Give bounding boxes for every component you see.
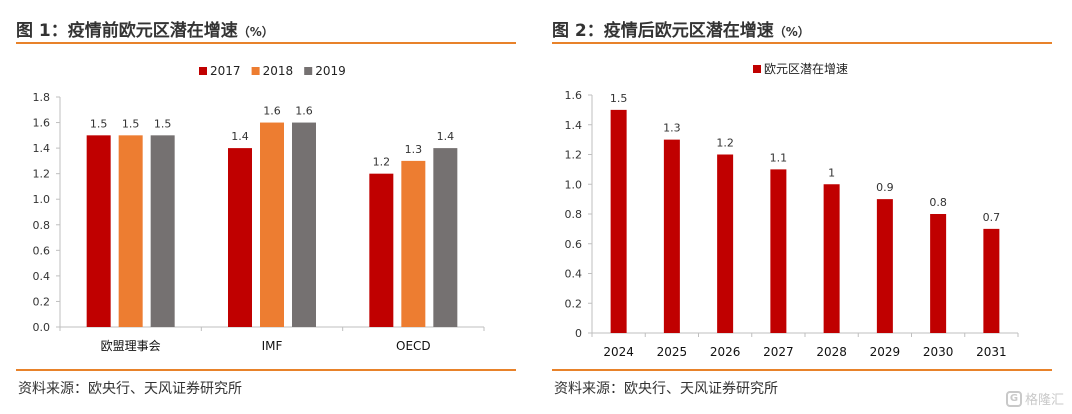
y-tick-label: 0.2 bbox=[33, 295, 51, 308]
y-tick-label: 0.2 bbox=[565, 297, 583, 310]
data-label: 0.8 bbox=[929, 196, 947, 209]
data-label: 1.6 bbox=[295, 105, 313, 118]
bar bbox=[823, 184, 840, 333]
bar bbox=[717, 154, 734, 333]
y-tick-label: 1.4 bbox=[565, 119, 583, 132]
data-label: 0.9 bbox=[876, 181, 894, 194]
y-tick-label: 0.8 bbox=[33, 219, 51, 232]
legend-label: 2019 bbox=[315, 64, 346, 78]
figure-1-bottom-rule bbox=[16, 369, 516, 371]
figure-2-panel: 图 2：疫情后欧元区潜在增速（%） 0 0.2 0.4 0.6 0.8 1.0 1.2 1.4… bbox=[536, 0, 1072, 414]
legend-swatch bbox=[753, 65, 761, 73]
y-tick-label: 1.6 bbox=[565, 89, 583, 102]
bar bbox=[369, 173, 394, 327]
figure-2-bar-chart: 0 0.2 0.4 0.6 0.8 1.0 1.2 1.4 1.6 1.5 2024 1.3 2025 1… bbox=[565, 62, 1019, 359]
bar bbox=[86, 135, 111, 327]
data-label: 1.2 bbox=[373, 156, 391, 169]
data-label: 1.5 bbox=[610, 92, 628, 105]
figure-1-panel: 图 1：疫情前欧元区潜在增速（%） 0.0 0.2 0.4 0.6 0.8 1.0 1.2 1… bbox=[16, 16, 516, 397]
bar bbox=[401, 160, 426, 327]
x-category-label: 欧盟理事会 bbox=[101, 339, 161, 353]
y-tick-label: 1.0 bbox=[565, 178, 583, 191]
x-category-label: OECD bbox=[396, 339, 431, 353]
figure-1-title: 图 1：疫情前欧元区潜在增速（%） bbox=[16, 16, 274, 41]
bar bbox=[876, 199, 893, 333]
bar bbox=[433, 148, 458, 327]
data-label: 1 bbox=[828, 166, 835, 179]
x-category-label: 2031 bbox=[976, 345, 1007, 359]
bar bbox=[983, 228, 1000, 333]
data-label: 1.5 bbox=[154, 117, 172, 130]
legend-swatch bbox=[304, 67, 313, 75]
x-category-label: IMF bbox=[262, 339, 283, 353]
y-tick-label: 1.0 bbox=[33, 193, 51, 206]
data-label: 1.4 bbox=[437, 130, 455, 143]
bar bbox=[228, 148, 252, 327]
watermark-text: 格隆汇 bbox=[1024, 393, 1064, 408]
x-category-label: 2030 bbox=[923, 345, 954, 359]
x-category-label: 2027 bbox=[763, 345, 794, 359]
figure-1-source: 资料来源：欧央行、天风证券研究所 bbox=[18, 381, 242, 397]
figure-1-title-text: 图 1：疫情前欧元区潜在增速 bbox=[16, 21, 238, 41]
y-tick-label: 1.8 bbox=[33, 91, 51, 104]
x-category-label: 2028 bbox=[816, 345, 847, 359]
x-category-label: 2024 bbox=[603, 345, 634, 359]
y-tick-label: 0.4 bbox=[565, 268, 583, 281]
bar bbox=[610, 109, 627, 333]
bar bbox=[118, 135, 143, 327]
bar bbox=[260, 122, 284, 327]
y-tick-label: 0.0 bbox=[33, 321, 51, 334]
legend-label: 2017 bbox=[210, 64, 241, 78]
data-label: 1.6 bbox=[263, 105, 281, 118]
legend-swatch bbox=[251, 67, 260, 75]
data-label: 1.5 bbox=[90, 117, 108, 130]
legend-label: 2018 bbox=[263, 64, 294, 78]
figure-2-source: 资料来源：欧央行、天风证券研究所 bbox=[554, 381, 778, 397]
y-tick-label: 1.6 bbox=[33, 117, 51, 130]
figure-2-title-unit: （%） bbox=[773, 25, 810, 39]
bar bbox=[663, 139, 680, 333]
figure-2-bottom-rule bbox=[552, 369, 1052, 371]
legend-label: 欧元区潜在增速 bbox=[764, 62, 848, 76]
figure-1-top-rule bbox=[16, 42, 516, 44]
y-tick-label: 0 bbox=[575, 327, 582, 340]
figure-2-title-text: 图 2：疫情后欧元区潜在增速 bbox=[552, 21, 774, 41]
bar bbox=[770, 169, 787, 333]
y-tick-label: 1.2 bbox=[565, 149, 583, 162]
bar bbox=[150, 135, 175, 327]
y-tick-label: 1.4 bbox=[33, 142, 51, 155]
data-label: 1.3 bbox=[663, 122, 681, 135]
figure-2-title: 图 2：疫情后欧元区潜在增速（%） bbox=[552, 16, 810, 41]
x-category-label: 2029 bbox=[870, 345, 901, 359]
watermark: G 格隆汇 bbox=[1005, 389, 1064, 408]
data-label: 1.2 bbox=[716, 137, 734, 150]
data-label: 1.5 bbox=[122, 117, 140, 130]
y-tick-label: 0.6 bbox=[33, 244, 51, 257]
y-tick-label: 0.8 bbox=[565, 208, 583, 221]
bar bbox=[292, 122, 316, 327]
x-category-label: 2026 bbox=[710, 345, 741, 359]
figure-2-top-rule bbox=[552, 42, 1052, 44]
figure-1-title-unit: （%） bbox=[237, 25, 274, 39]
data-label: 1.4 bbox=[231, 130, 249, 143]
y-tick-label: 0.4 bbox=[33, 270, 51, 283]
bar bbox=[930, 214, 947, 333]
legend-swatch bbox=[199, 67, 207, 75]
data-label: 0.7 bbox=[983, 211, 1001, 224]
y-tick-label: 0.6 bbox=[565, 238, 583, 251]
x-category-label: 2025 bbox=[657, 345, 688, 359]
figure-1-bar-chart: 0.0 0.2 0.4 0.6 0.8 1.0 1.2 1.4 1.6 1.8 1.5 1.5 1.5 欧… bbox=[33, 64, 485, 353]
y-tick-label: 1.2 bbox=[33, 168, 51, 181]
data-label: 1.3 bbox=[405, 143, 423, 156]
data-label: 1.1 bbox=[770, 151, 788, 164]
gelonghui-logo-icon: G bbox=[1005, 390, 1022, 407]
